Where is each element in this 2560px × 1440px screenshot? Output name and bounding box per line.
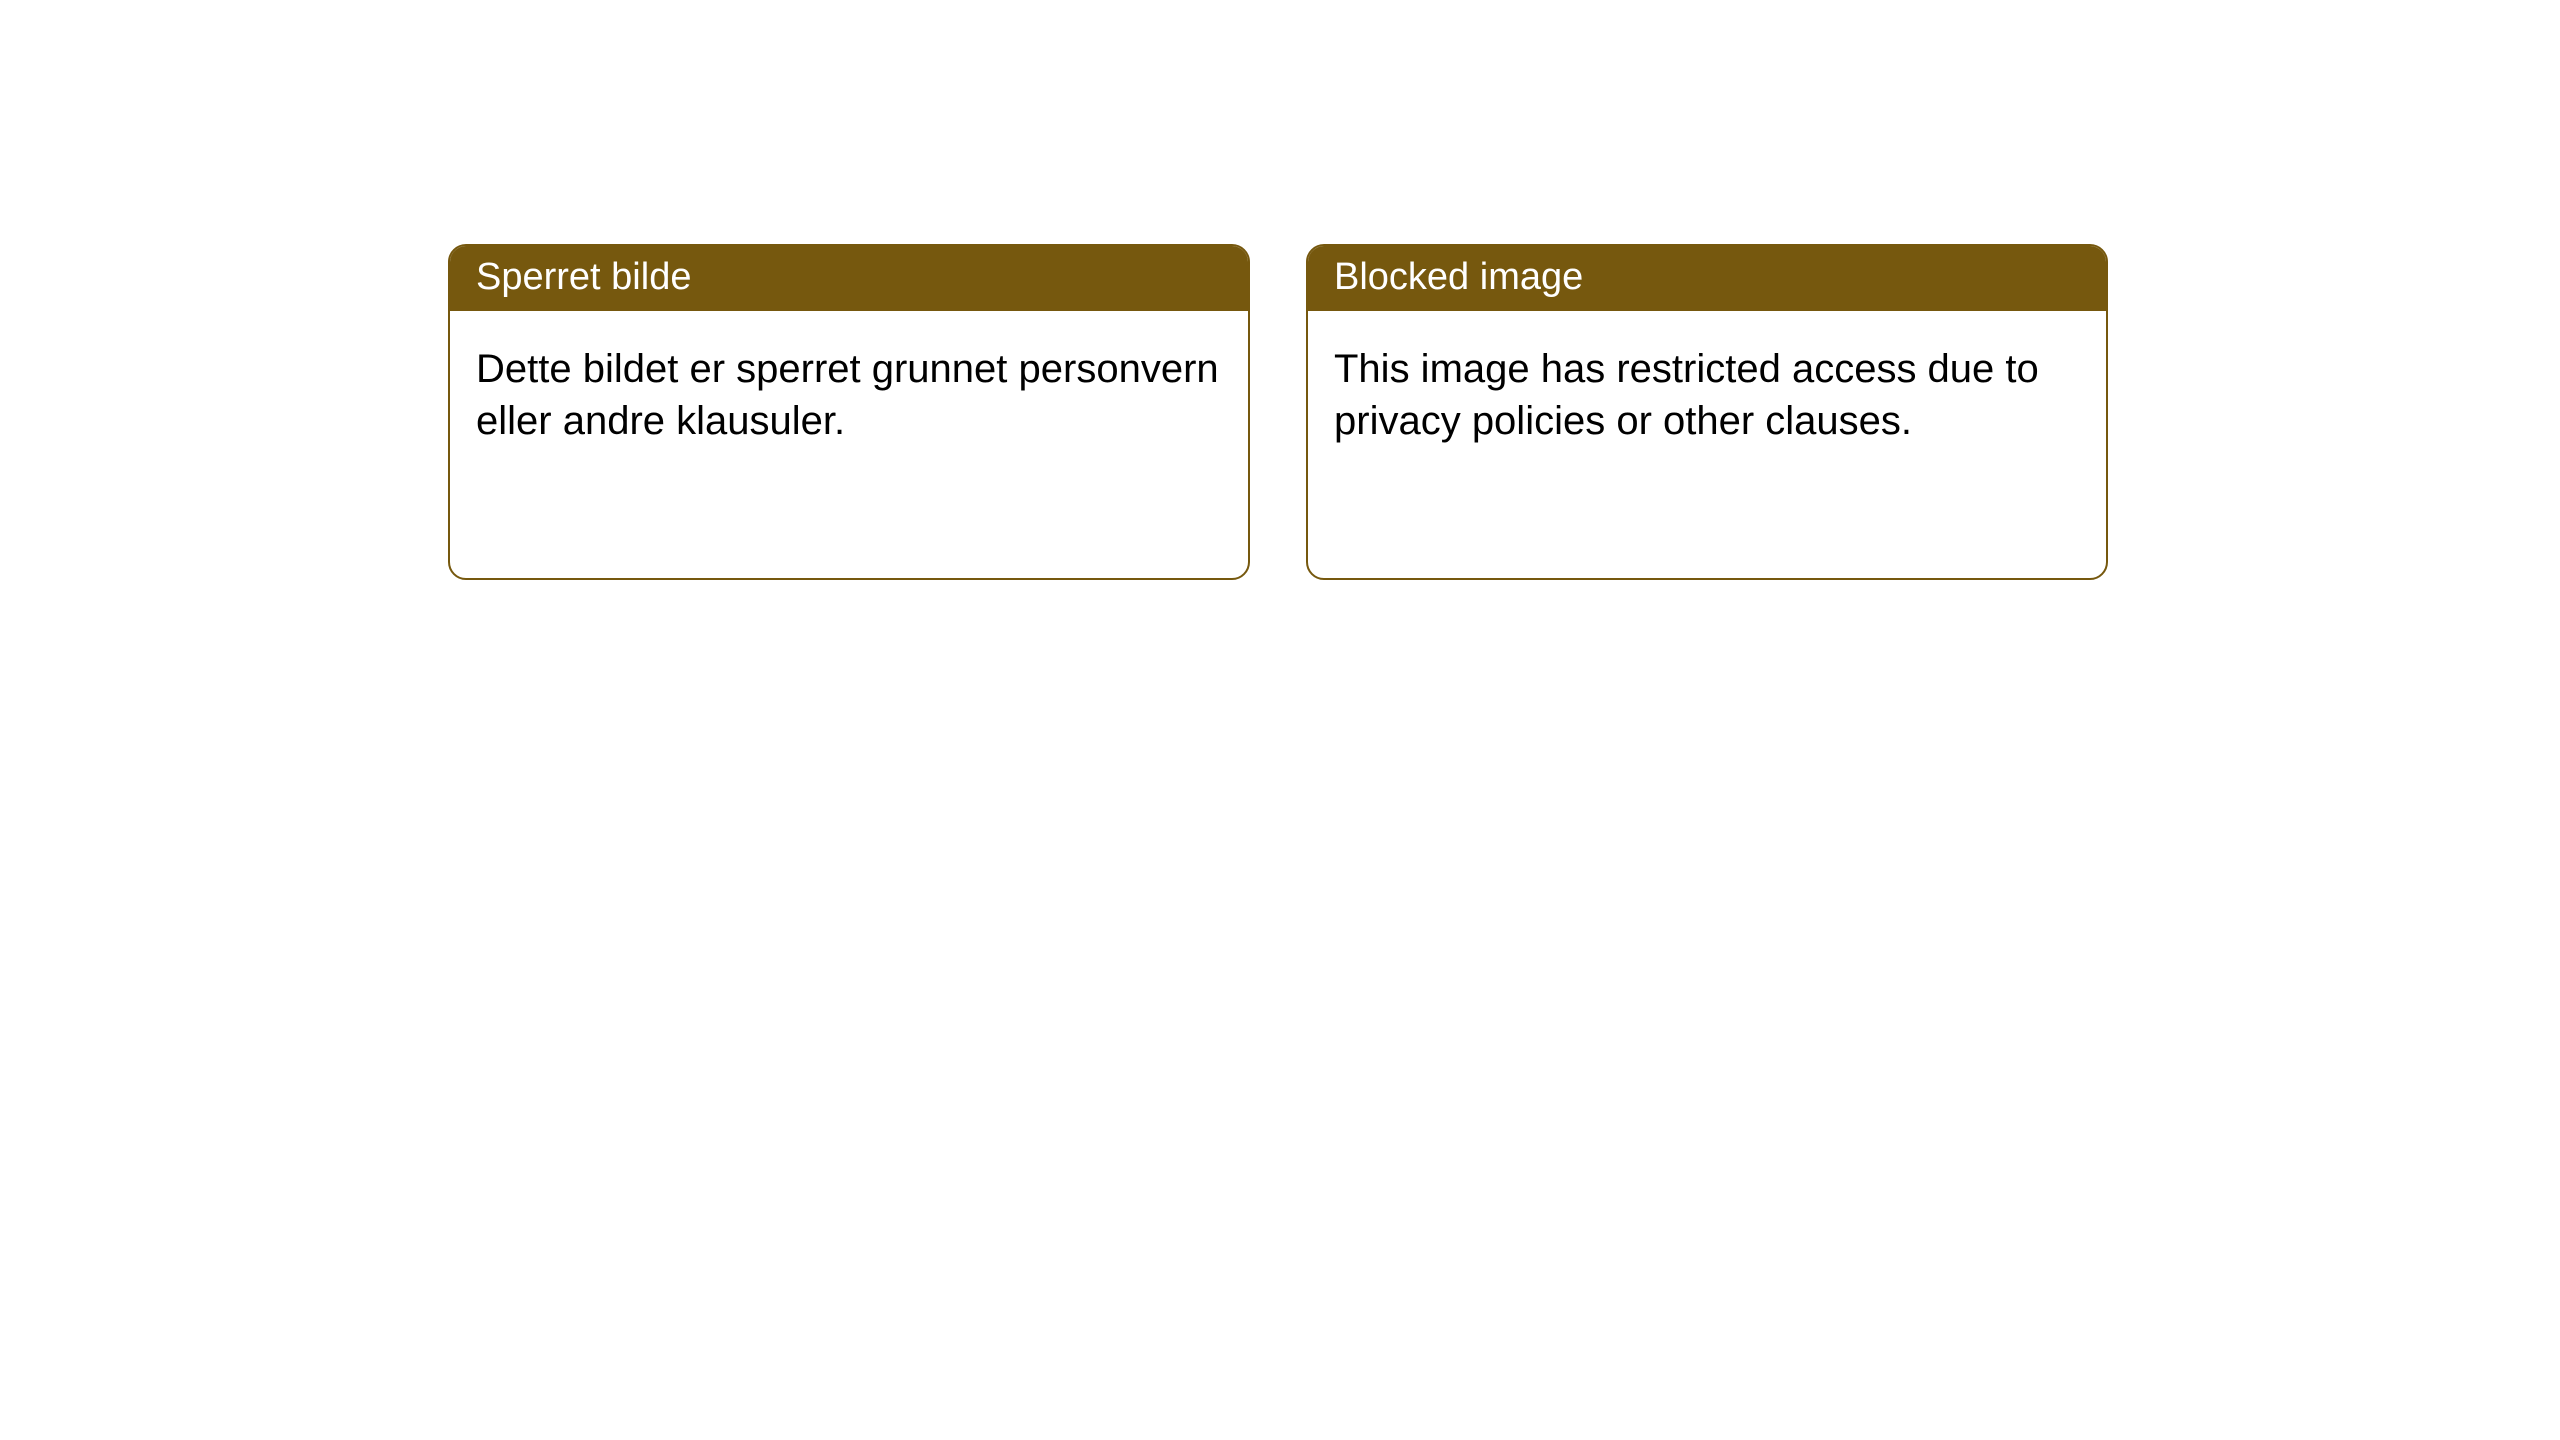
blocked-image-card-en: Blocked image This image has restricted … [1306, 244, 2108, 580]
card-title-no: Sperret bilde [476, 256, 691, 298]
card-body-text-en: This image has restricted access due to … [1334, 347, 2039, 443]
blocked-image-card-no: Sperret bilde Dette bildet er sperret gr… [448, 244, 1250, 580]
card-header-en: Blocked image [1308, 246, 2106, 311]
card-title-en: Blocked image [1334, 256, 1583, 298]
card-header-no: Sperret bilde [450, 246, 1248, 311]
blocked-image-notice-container: Sperret bilde Dette bildet er sperret gr… [0, 0, 2560, 580]
card-body-en: This image has restricted access due to … [1308, 311, 2106, 479]
card-body-text-no: Dette bildet er sperret grunnet personve… [476, 347, 1219, 443]
card-body-no: Dette bildet er sperret grunnet personve… [450, 311, 1248, 479]
